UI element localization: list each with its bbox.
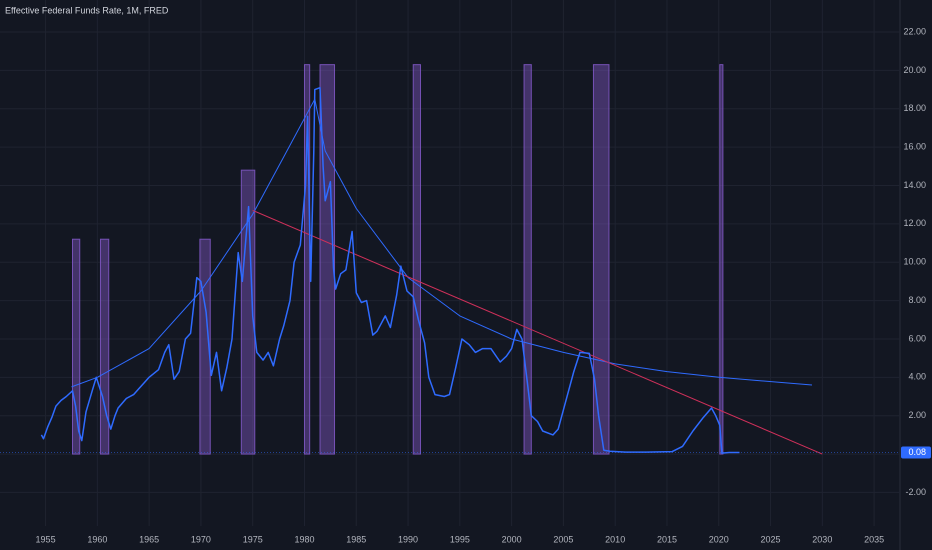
- recession-band: [592, 64, 610, 455]
- y-tick-label: 4.00: [908, 372, 926, 382]
- series-line: [40, 86, 740, 454]
- recession-band: [240, 169, 256, 455]
- x-tick-label: 2000: [502, 534, 522, 544]
- recession-band: [523, 64, 532, 455]
- last-value-badge: [901, 446, 931, 459]
- x-tick-label: 2015: [657, 534, 677, 544]
- x-tick-label: 2010: [605, 534, 625, 544]
- recession-band: [319, 64, 336, 455]
- y-tick-label: 16.00: [903, 142, 926, 152]
- recession-band: [719, 64, 724, 455]
- recession-band: [71, 238, 81, 455]
- recession-band: [412, 64, 421, 455]
- recession-band: [99, 238, 110, 455]
- x-tick-label: 2035: [864, 534, 884, 544]
- y-tick-label: 2.00: [908, 410, 926, 420]
- y-tick-label: 8.00: [908, 295, 926, 305]
- x-tick-label: 1965: [139, 534, 159, 544]
- y-tick-label: 12.00: [903, 218, 926, 228]
- x-tick-label: 2030: [812, 534, 832, 544]
- x-tick-label: 2025: [761, 534, 781, 544]
- last-value-label: 0.08: [908, 447, 926, 457]
- y-tick-label: -2.00: [905, 487, 926, 497]
- fit-curve: [71, 98, 813, 388]
- x-tick-label: 1960: [87, 534, 107, 544]
- recession-band: [199, 238, 211, 455]
- x-tick-label: 1975: [243, 534, 263, 544]
- y-tick-label: 22.00: [903, 26, 926, 36]
- x-tick-label: 1970: [191, 534, 211, 544]
- y-tick-label: 18.00: [903, 103, 926, 113]
- trend-line: [252, 209, 823, 455]
- x-tick-label: 1955: [36, 534, 56, 544]
- y-tick-label: 10.00: [903, 257, 926, 267]
- chart-title: Effective Federal Funds Rate, 1M, FRED: [5, 5, 169, 15]
- x-tick-label: 1980: [294, 534, 314, 544]
- x-tick-label: 1995: [450, 534, 470, 544]
- y-tick-label: 6.00: [908, 333, 926, 343]
- x-tick-label: 2005: [553, 534, 573, 544]
- x-tick-label: 1990: [398, 534, 418, 544]
- y-tick-label: 14.00: [903, 180, 926, 190]
- x-tick-label: 1985: [346, 534, 366, 544]
- y-tick-label: 20.00: [903, 65, 926, 75]
- x-tick-label: 2020: [709, 534, 729, 544]
